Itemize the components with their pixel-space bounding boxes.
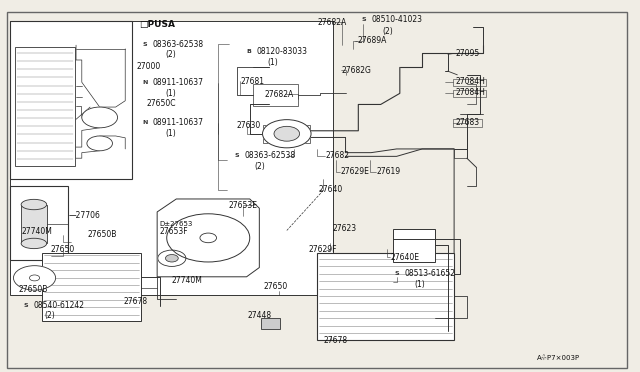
Text: S: S bbox=[143, 42, 147, 47]
Bar bbox=[453, 90, 486, 97]
Text: 08540-61242: 08540-61242 bbox=[34, 301, 85, 310]
Text: (1): (1) bbox=[415, 280, 425, 289]
Text: □PUSA: □PUSA bbox=[139, 20, 175, 29]
Text: 27740M: 27740M bbox=[172, 276, 203, 285]
Text: B: B bbox=[246, 49, 251, 54]
Text: 27623: 27623 bbox=[333, 224, 357, 233]
Text: 27448: 27448 bbox=[248, 311, 272, 320]
Text: 27682G: 27682G bbox=[341, 66, 371, 75]
Text: (2): (2) bbox=[44, 311, 55, 320]
Bar bbox=[260, 318, 280, 330]
Text: D±27653: D±27653 bbox=[159, 221, 193, 227]
Text: 08911-10637: 08911-10637 bbox=[153, 119, 204, 128]
Bar bbox=[10, 21, 333, 295]
Text: 08510-41023: 08510-41023 bbox=[371, 16, 422, 25]
Text: 08363-62538: 08363-62538 bbox=[244, 151, 296, 160]
Circle shape bbox=[87, 136, 113, 151]
Ellipse shape bbox=[21, 238, 47, 248]
Text: 27619: 27619 bbox=[376, 167, 401, 176]
Text: 27681: 27681 bbox=[240, 77, 264, 86]
Circle shape bbox=[158, 250, 186, 266]
Text: 08120-83033: 08120-83033 bbox=[256, 47, 307, 56]
Circle shape bbox=[166, 254, 178, 262]
Ellipse shape bbox=[21, 199, 47, 210]
Text: 27650: 27650 bbox=[51, 245, 75, 254]
Text: 27650B: 27650B bbox=[19, 285, 48, 294]
Text: A♧P7×003P: A♧P7×003P bbox=[537, 355, 580, 361]
Text: 27000: 27000 bbox=[137, 62, 161, 71]
Text: 27629F: 27629F bbox=[308, 245, 337, 254]
Bar bbox=[10, 21, 132, 179]
Circle shape bbox=[82, 107, 118, 128]
Text: 27629E: 27629E bbox=[340, 167, 369, 176]
Bar bbox=[262, 125, 310, 142]
Text: S: S bbox=[24, 303, 29, 308]
Text: (1): (1) bbox=[268, 58, 278, 67]
Circle shape bbox=[29, 275, 40, 281]
Bar bbox=[453, 119, 481, 127]
Text: N: N bbox=[142, 121, 148, 125]
Text: (1): (1) bbox=[166, 89, 176, 98]
Bar bbox=[15, 47, 76, 166]
Text: 27682A: 27682A bbox=[317, 18, 347, 27]
Bar bbox=[453, 78, 486, 86]
Text: —27706: —27706 bbox=[69, 211, 101, 220]
Circle shape bbox=[274, 126, 300, 141]
Text: S: S bbox=[394, 270, 399, 276]
Text: 27682: 27682 bbox=[325, 151, 349, 160]
Circle shape bbox=[167, 214, 250, 262]
Text: 27689A: 27689A bbox=[357, 36, 387, 45]
Bar bbox=[21, 205, 47, 243]
Text: (2): (2) bbox=[255, 162, 266, 171]
Text: 08363-62538: 08363-62538 bbox=[153, 40, 204, 49]
Text: 27640: 27640 bbox=[319, 185, 343, 194]
Bar bbox=[317, 253, 454, 340]
Bar bbox=[253, 84, 298, 106]
Text: S: S bbox=[361, 17, 365, 22]
Text: 27650C: 27650C bbox=[147, 99, 176, 108]
Text: S: S bbox=[235, 153, 239, 158]
Text: 27084H: 27084H bbox=[456, 77, 485, 86]
Text: 27653F: 27653F bbox=[159, 227, 188, 236]
Text: 27740M: 27740M bbox=[22, 227, 52, 236]
Text: 27653E: 27653E bbox=[228, 201, 258, 210]
Bar bbox=[42, 253, 141, 321]
Text: 27630: 27630 bbox=[237, 121, 261, 130]
Text: 27682A: 27682A bbox=[264, 90, 294, 99]
Circle shape bbox=[200, 233, 216, 243]
Polygon shape bbox=[157, 199, 259, 277]
Bar bbox=[394, 229, 435, 262]
Text: 27084H: 27084H bbox=[456, 89, 485, 97]
Text: 27678: 27678 bbox=[323, 336, 348, 346]
Bar bbox=[10, 186, 68, 260]
Circle shape bbox=[262, 120, 311, 148]
Text: (1): (1) bbox=[166, 129, 176, 138]
Text: 08911-10637: 08911-10637 bbox=[153, 78, 204, 87]
Text: 27678: 27678 bbox=[124, 297, 147, 306]
Text: 27650B: 27650B bbox=[88, 230, 117, 240]
Text: 27640E: 27640E bbox=[390, 253, 419, 262]
Text: (2): (2) bbox=[383, 26, 394, 36]
Text: (2): (2) bbox=[166, 50, 176, 59]
Circle shape bbox=[13, 266, 56, 290]
Text: 08513-61652: 08513-61652 bbox=[404, 269, 455, 278]
Text: 27650: 27650 bbox=[264, 282, 288, 291]
Text: 27095: 27095 bbox=[456, 49, 479, 58]
Text: N: N bbox=[142, 80, 148, 86]
Text: 27683: 27683 bbox=[456, 118, 479, 127]
